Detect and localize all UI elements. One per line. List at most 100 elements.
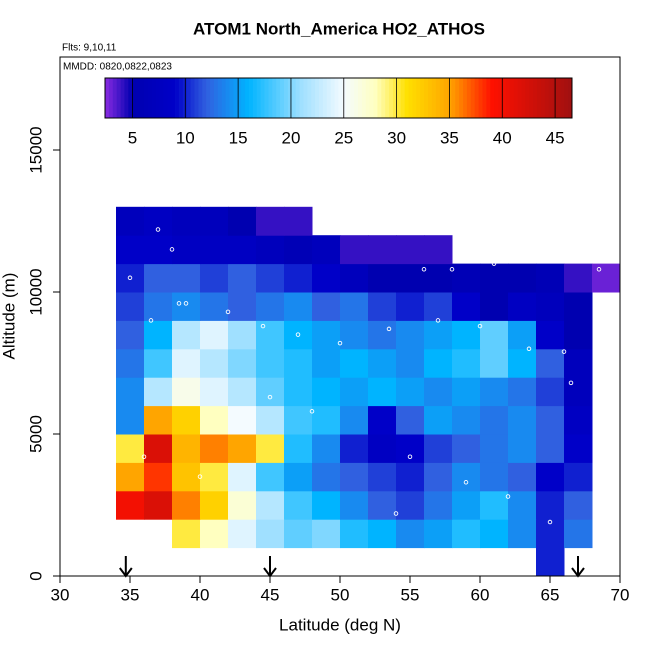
colorbar-swatch bbox=[525, 78, 530, 118]
heatmap-cell bbox=[536, 434, 565, 463]
colorbar-swatch bbox=[287, 78, 293, 118]
heatmap-cell bbox=[564, 405, 593, 435]
colorbar-swatch bbox=[494, 78, 499, 118]
colorbar-swatch bbox=[509, 78, 515, 118]
track-point bbox=[386, 326, 392, 332]
colorbar-swatch bbox=[319, 78, 324, 118]
heatmap-cell bbox=[536, 348, 565, 378]
colorbar-swatch bbox=[536, 78, 542, 118]
colorbar-swatch bbox=[490, 78, 495, 118]
heatmap-cell bbox=[340, 235, 369, 265]
heatmap-cell bbox=[536, 490, 565, 520]
colorbar-swatch bbox=[256, 78, 262, 118]
track-point bbox=[309, 409, 315, 414]
colorbar-swatch bbox=[175, 78, 180, 118]
heatmap-cell bbox=[340, 519, 369, 549]
colorbar-swatch bbox=[171, 78, 176, 118]
colorbar-swatch bbox=[303, 78, 308, 118]
heatmap-cell bbox=[340, 377, 369, 407]
colorbar-swatch bbox=[346, 78, 351, 118]
heatmap-cell bbox=[564, 434, 593, 463]
heatmap-cells bbox=[116, 206, 621, 577]
heatmap-cell bbox=[144, 434, 173, 463]
colorbar-swatch bbox=[322, 78, 328, 118]
heatmap-cell bbox=[368, 348, 397, 378]
track-point bbox=[141, 454, 147, 459]
heatmap-cell bbox=[508, 519, 537, 549]
heatmap-cell bbox=[228, 462, 257, 492]
track-point bbox=[449, 267, 455, 272]
colorbar-swatch bbox=[284, 78, 289, 118]
track-point bbox=[477, 323, 483, 329]
colorbar-swatch bbox=[482, 78, 487, 118]
heatmap-cell bbox=[256, 348, 285, 378]
heatmap-cell bbox=[116, 462, 145, 492]
heatmap-cell bbox=[340, 320, 369, 350]
colorbar-swatch bbox=[365, 78, 371, 118]
track-point bbox=[225, 309, 231, 315]
heatmap-cell bbox=[480, 405, 509, 435]
heatmap-cell bbox=[116, 434, 145, 463]
heatmap-cell bbox=[116, 490, 145, 520]
heatmap-cell bbox=[396, 292, 425, 321]
heatmap-cell bbox=[284, 405, 313, 435]
colorbar-swatch bbox=[338, 78, 343, 118]
heatmap-cell bbox=[508, 462, 537, 492]
colorbar-swatch bbox=[140, 78, 145, 118]
heatmap-cell bbox=[172, 235, 201, 265]
heatmap-cell bbox=[312, 263, 341, 293]
heatmap-cell bbox=[564, 348, 593, 378]
heatmap-cell bbox=[340, 405, 369, 435]
heatmap-cell bbox=[228, 235, 257, 265]
track-point bbox=[393, 511, 399, 516]
colorbar-tick-label: 30 bbox=[387, 128, 406, 147]
heatmap-cell bbox=[172, 462, 201, 492]
colorbar-swatch bbox=[560, 78, 565, 118]
colorbar-swatch bbox=[548, 78, 553, 118]
heatmap-cell bbox=[396, 519, 425, 549]
chart-title: ATOM1 North_America HO2_ATHOS bbox=[193, 19, 485, 38]
colorbar-swatch bbox=[505, 78, 511, 118]
heatmap-cell bbox=[200, 348, 229, 378]
heatmap-cell bbox=[340, 292, 369, 321]
colorbar-swatch bbox=[556, 78, 561, 118]
y-tick-label: 0 bbox=[26, 571, 45, 580]
heatmap-cell bbox=[116, 206, 145, 236]
colorbar-swatch bbox=[151, 78, 156, 118]
colorbar-swatch bbox=[470, 78, 476, 118]
heatmap-cell bbox=[144, 292, 173, 321]
y-tick-label: 5000 bbox=[26, 415, 45, 453]
heatmap-cell bbox=[396, 377, 425, 407]
heatmap-cell bbox=[536, 320, 565, 350]
heatmap-cell bbox=[564, 519, 593, 549]
colorbar-swatch bbox=[210, 78, 215, 118]
heatmap-cell bbox=[536, 547, 565, 577]
heatmap-cell bbox=[340, 434, 369, 463]
heatmap-cell bbox=[172, 206, 201, 236]
heatmap-cell bbox=[424, 377, 453, 407]
heatmap-cell bbox=[340, 490, 369, 520]
heatmap-cell bbox=[116, 377, 145, 407]
colorbar-swatch bbox=[564, 78, 569, 118]
heatmap-cell bbox=[200, 206, 229, 236]
track-point bbox=[169, 247, 175, 252]
heatmap-cell bbox=[508, 348, 537, 378]
heatmap-cell bbox=[368, 235, 397, 265]
heatmap-cell bbox=[172, 519, 201, 549]
heatmap-cell bbox=[256, 206, 285, 236]
colorbar-swatch bbox=[552, 78, 557, 118]
y-tick-label: 10000 bbox=[26, 268, 45, 315]
heatmap-cell bbox=[340, 263, 369, 293]
colorbar-swatch bbox=[206, 78, 211, 118]
heatmap-cell bbox=[452, 263, 481, 293]
track-point bbox=[148, 318, 154, 323]
colorbar-swatch bbox=[264, 78, 269, 118]
colorbar-swatch bbox=[334, 78, 339, 118]
colorbar-swatch bbox=[357, 78, 363, 118]
track-point bbox=[463, 480, 469, 485]
colorbar-swatch bbox=[443, 78, 448, 118]
track-point bbox=[155, 227, 161, 232]
x-tick-label: 35 bbox=[121, 585, 140, 604]
colorbar-swatch bbox=[276, 78, 281, 118]
